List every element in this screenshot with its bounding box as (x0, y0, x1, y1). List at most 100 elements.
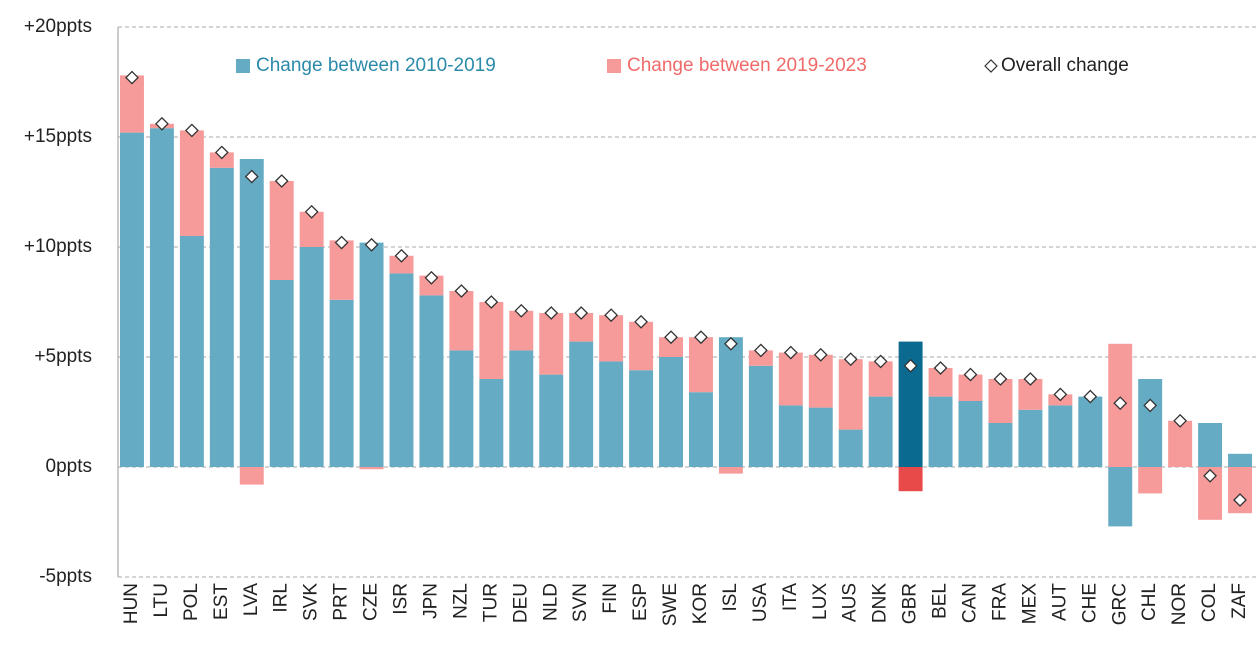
x-tick-label: NLD (540, 583, 561, 621)
bar (1138, 467, 1163, 494)
bar (1018, 409, 1043, 467)
x-tick-label: ITA (780, 583, 801, 611)
marker (184, 123, 199, 138)
x-tick-label: GRC (1109, 583, 1130, 625)
x-tick-label: IRL (271, 583, 292, 613)
bar (389, 255, 414, 274)
marker (1023, 372, 1038, 386)
marker (1053, 387, 1068, 402)
bar (748, 365, 773, 467)
x-tick-label: HUN (121, 583, 142, 624)
bar (539, 313, 564, 375)
bar (689, 337, 713, 393)
x-tick-label: DEU (510, 583, 531, 623)
bar (629, 370, 654, 467)
y-tick-label: +15ppts (24, 126, 92, 147)
bar (1018, 379, 1043, 410)
bar (329, 240, 354, 300)
bar (419, 295, 444, 467)
bar (689, 392, 713, 467)
bar (898, 341, 923, 467)
marker (514, 303, 529, 318)
bar (479, 379, 504, 467)
bar (659, 357, 683, 467)
x-tick-label: FRA (989, 583, 1010, 621)
x-tick-label: ISL (720, 583, 741, 612)
bar (958, 374, 983, 401)
bar (778, 405, 803, 467)
legend-swatch (607, 59, 621, 73)
bar (1168, 420, 1193, 467)
bar (1108, 467, 1133, 527)
bar (239, 467, 264, 485)
marker (604, 308, 619, 323)
x-tick-label: JPN (420, 583, 441, 619)
marker (903, 358, 918, 373)
bar (569, 341, 594, 467)
bar (1198, 423, 1223, 467)
bar (629, 321, 654, 371)
marker (454, 284, 469, 298)
x-tick-label: LTU (151, 583, 172, 617)
bar (988, 379, 1013, 423)
marker (634, 314, 648, 329)
marker (574, 306, 589, 320)
y-tick-label: +20ppts (24, 16, 92, 37)
x-tick-label: ISR (391, 583, 412, 615)
x-tick-label: AUT (1049, 583, 1070, 621)
bar (479, 302, 504, 379)
bar (1198, 467, 1223, 520)
x-tick-label: COL (1199, 583, 1220, 622)
marker (274, 174, 289, 188)
bar (509, 310, 534, 351)
legend-label: Change between 2019-2023 (627, 55, 867, 76)
marker (783, 345, 798, 360)
marker (1113, 396, 1128, 411)
bar (120, 132, 144, 467)
bar (269, 181, 294, 280)
bar (569, 313, 594, 342)
marker (963, 367, 978, 382)
bar (449, 350, 474, 467)
x-tick-label: CAN (960, 583, 981, 623)
y-tick-label: +5ppts (34, 346, 92, 367)
x-tick-label: CHL (1139, 583, 1160, 621)
bar (1228, 453, 1252, 467)
bar (269, 280, 294, 467)
legend-swatch (984, 59, 998, 73)
bar (389, 273, 414, 467)
x-tick-label: PRT (331, 583, 352, 621)
marker (334, 235, 349, 250)
bar (928, 368, 953, 397)
marker (484, 295, 499, 309)
marker (155, 116, 169, 131)
marker (304, 204, 319, 219)
bar (149, 128, 174, 467)
bar (808, 407, 833, 467)
y-tick-label: +10ppts (24, 236, 92, 257)
bar (808, 354, 833, 408)
bar (748, 350, 773, 366)
x-tick-label: MEX (1019, 583, 1040, 625)
marker (993, 372, 1008, 386)
legend-label: Overall change (1001, 55, 1129, 76)
marker (753, 343, 768, 358)
x-tick-label: ZAF (1229, 583, 1250, 619)
bar (988, 423, 1013, 467)
y-tick-label: -5ppts (39, 566, 92, 587)
marker (694, 330, 708, 345)
x-tick-label: CZE (361, 583, 382, 621)
marker (544, 306, 559, 320)
bar (1138, 379, 1163, 467)
bar (359, 242, 384, 467)
marker (813, 347, 828, 362)
bar (209, 152, 234, 168)
marker (244, 169, 259, 184)
marker (843, 352, 858, 367)
bar (718, 337, 743, 467)
x-tick-label: SVN (570, 583, 591, 622)
x-tick-label: NOR (1169, 583, 1190, 625)
x-tick-label: ESP (630, 583, 651, 621)
bar (778, 352, 803, 406)
x-tick-label: LVA (241, 583, 262, 616)
